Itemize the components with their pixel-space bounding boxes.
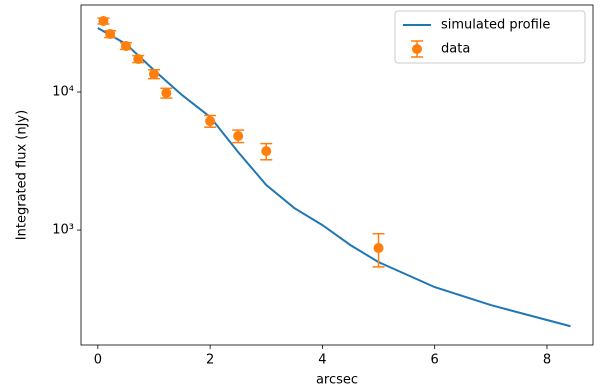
legend-swatch xyxy=(412,44,422,54)
x-tick-label: 2 xyxy=(206,353,214,368)
data-point xyxy=(261,146,272,157)
error-point xyxy=(372,232,385,268)
data-point xyxy=(105,29,116,40)
error-point xyxy=(160,87,173,99)
profile-line xyxy=(97,27,571,328)
error-point xyxy=(204,114,217,128)
y-axis-label: Integrated flux (nJy) xyxy=(15,110,30,240)
y-tick-label: 10⁴ xyxy=(52,85,74,100)
x-tick-label: 8 xyxy=(543,353,551,368)
data-point xyxy=(98,15,109,26)
x-tick-label: 6 xyxy=(431,353,439,368)
error-point xyxy=(97,15,110,26)
x-tick-label: 0 xyxy=(94,353,102,368)
error-point xyxy=(232,129,245,144)
legend-box xyxy=(394,10,586,64)
error-point xyxy=(104,29,117,40)
legend-label: simulated profile xyxy=(441,18,550,33)
data-point xyxy=(205,116,216,127)
data-point xyxy=(161,87,172,98)
data-point xyxy=(133,53,144,64)
error-point xyxy=(119,40,132,51)
axes-frame xyxy=(80,4,594,346)
data-point xyxy=(148,69,159,80)
legend-label: data xyxy=(441,42,470,57)
error-point xyxy=(147,68,160,80)
x-axis-label: arcsec xyxy=(316,373,358,388)
y-tick-label: 10³ xyxy=(52,223,74,238)
data-point xyxy=(120,40,131,51)
error-point xyxy=(260,142,273,161)
data-point xyxy=(233,131,244,142)
data-point xyxy=(373,243,384,254)
error-point xyxy=(132,53,145,64)
x-tick-label: 4 xyxy=(318,353,326,368)
